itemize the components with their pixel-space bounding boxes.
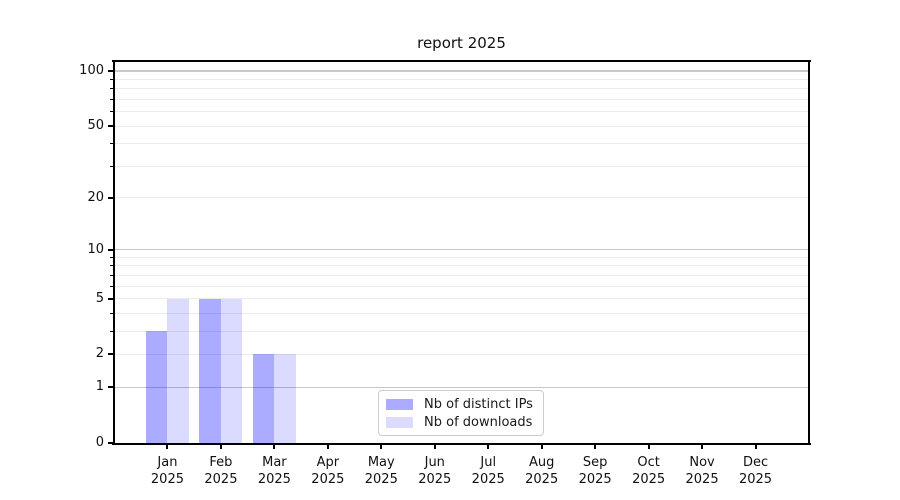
y-minor-tick: [110, 265, 114, 267]
minor-gridline: [114, 312, 809, 314]
x-tick-label: Mar 2025: [257, 455, 291, 487]
y-tick-label: 1: [95, 379, 104, 395]
x-tick: [594, 444, 597, 449]
minor-gridline: [114, 285, 809, 287]
x-tick-label: Jun 2025: [418, 455, 452, 487]
x-tick-label: May 2025: [364, 455, 398, 487]
y-tick: [108, 196, 114, 199]
legend-swatch: [386, 398, 413, 410]
y-tick: [108, 125, 114, 128]
y-tick: [108, 70, 114, 73]
plot-spine-top: [112, 60, 811, 62]
y-minor-tick: [110, 98, 114, 100]
x-tick-label: Jan 2025: [150, 455, 184, 487]
legend-item: Nb of distinct IPs: [386, 397, 533, 412]
minor-gridline: [114, 330, 809, 332]
x-tick-label: Nov 2025: [685, 455, 719, 487]
minor-gridline: [114, 265, 809, 267]
minor-gridline: [114, 197, 809, 199]
plot-spine-right: [808, 60, 810, 445]
chart-title: report 2025: [417, 34, 506, 52]
minor-gridline: [114, 298, 809, 300]
plot-area: 0 1 2 5 10 20 50 100 Jan 2025 Feb 2025 Mar 2025 Apr…: [79, 60, 811, 487]
minor-gridline: [114, 111, 809, 113]
x-tick: [540, 444, 543, 449]
minor-gridline: [114, 165, 809, 167]
legend: Nb of distinct IPs Nb of downloads: [378, 390, 544, 436]
y-minor-tick: [110, 330, 114, 332]
y-minor-tick: [110, 143, 114, 145]
x-tick: [487, 444, 490, 449]
bar-nb-of-distinct-ips-feb: [199, 298, 221, 443]
x-tick-label: Oct 2025: [632, 455, 666, 487]
minor-gridline: [114, 78, 809, 80]
y-tick-label: 2: [95, 346, 104, 362]
bar-nb-of-distinct-ips-mar: [252, 354, 275, 443]
x-tick: [273, 444, 276, 449]
y-minor-tick: [110, 285, 114, 287]
x-tick-label: Dec 2025: [738, 455, 773, 487]
minor-gridline: [114, 143, 809, 145]
minor-gridline: [114, 125, 809, 127]
x-tick: [219, 444, 222, 449]
x-tick-label: Apr 2025: [311, 455, 345, 487]
x-tick: [701, 444, 704, 449]
x-tick-label: Jul 2025: [471, 455, 505, 487]
y-minor-tick: [110, 111, 114, 113]
bar-nb-of-downloads-feb: [220, 298, 243, 443]
minor-gridline: [114, 88, 809, 90]
minor-gridline: [114, 353, 809, 355]
x-tick: [754, 444, 757, 449]
y-tick-label: 50: [87, 118, 104, 134]
x-tick: [380, 444, 383, 449]
legend-label: Nb of distinct IPs: [424, 396, 533, 412]
y-minor-tick: [110, 78, 114, 80]
y-minor-tick: [110, 312, 114, 314]
x-tick-label: Aug 2025: [525, 455, 559, 487]
y-tick: [108, 297, 114, 300]
minor-gridline: [114, 98, 809, 100]
major-gridline: [114, 70, 809, 72]
plot-spine-left: [113, 60, 115, 445]
y-tick-label: 5: [95, 290, 104, 306]
legend-label: Nb of downloads: [424, 414, 533, 430]
y-minor-tick: [110, 256, 114, 258]
x-tick: [166, 444, 169, 449]
x-tick-label: Sep 2025: [578, 455, 612, 487]
y-minor-tick: [110, 165, 114, 167]
y-tick: [108, 386, 114, 389]
y-tick: [108, 248, 114, 251]
legend-swatch: [386, 416, 413, 428]
x-tick-label: Feb 2025: [204, 455, 238, 487]
legend-item: Nb of downloads: [386, 415, 533, 430]
y-tick: [108, 353, 114, 356]
plot-spine-bottom: [112, 443, 811, 445]
y-tick-label: 0: [95, 435, 104, 450]
minor-gridline: [114, 274, 809, 276]
y-minor-tick: [110, 274, 114, 276]
bar-nb-of-distinct-ips-jan: [145, 331, 168, 443]
x-tick: [433, 444, 436, 449]
y-tick: [108, 442, 114, 444]
bar-nb-of-downloads-jan: [167, 298, 189, 443]
y-tick-label: 20: [87, 189, 104, 205]
bar-nb-of-downloads-mar: [274, 354, 296, 443]
y-tick-label: 100: [79, 63, 104, 79]
major-gridline: [114, 249, 809, 251]
y-minor-tick: [110, 88, 114, 90]
x-tick: [326, 444, 329, 449]
major-gridline: [114, 386, 809, 388]
minor-gridline: [114, 256, 809, 258]
y-tick-label: 10: [87, 241, 104, 257]
x-tick: [647, 444, 650, 449]
